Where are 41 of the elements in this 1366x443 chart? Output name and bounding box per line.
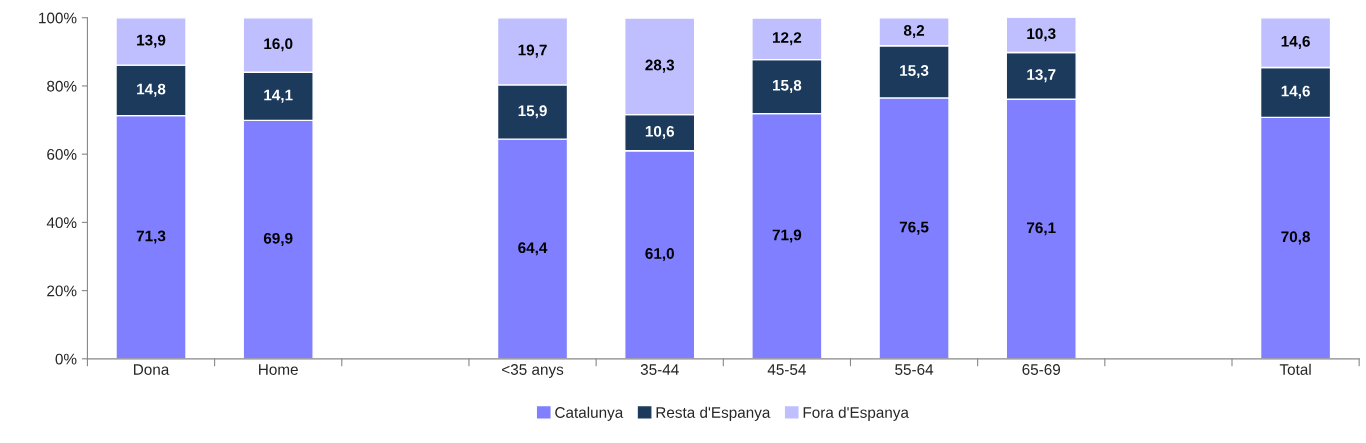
- y-tick-label: 60%: [47, 149, 77, 160]
- x-tick-label: Home: [259, 364, 298, 375]
- y-tick-label: 80%: [47, 80, 77, 92]
- data-label: 69,9: [263, 232, 293, 246]
- data-label: 14,6: [1281, 35, 1310, 49]
- data-label: 13,9: [137, 34, 166, 48]
- data-label: 14,1: [264, 89, 293, 103]
- x-tick-label: 45-54: [767, 364, 806, 375]
- y-tick-label: 0%: [55, 353, 77, 365]
- data-label: 12,2: [772, 32, 802, 46]
- x-tick-label: 35-44: [640, 364, 679, 375]
- data-label: 15,8: [772, 79, 802, 93]
- data-label: 64,4: [518, 242, 548, 256]
- data-label: 76,1: [1027, 222, 1056, 236]
- legend-label: Catalunya: [555, 406, 624, 421]
- x-tick-label: <35 anys: [502, 364, 564, 378]
- data-label: 71,9: [772, 229, 802, 243]
- data-label: 61,0: [645, 248, 674, 262]
- y-tick-label: 40%: [46, 217, 77, 229]
- data-label: 10,3: [1027, 28, 1056, 42]
- data-label: 70,8: [1281, 231, 1310, 245]
- data-label: 13,7: [1027, 69, 1056, 83]
- legend-label: Resta d'Espanya: [656, 406, 771, 421]
- data-label: 76,5: [899, 221, 929, 235]
- data-label: 28,3: [645, 59, 675, 73]
- data-label: 10,6: [645, 125, 675, 139]
- data-label: 71,3: [136, 230, 166, 244]
- data-label: 8,2: [903, 24, 925, 39]
- data-label: 16,0: [264, 38, 293, 52]
- data-label: 15,3: [900, 65, 929, 79]
- data-label: 15,9: [518, 105, 547, 119]
- data-label: 14,8: [137, 83, 166, 97]
- x-tick-label: 65-69: [1022, 364, 1061, 375]
- data-label: 14,6: [1281, 85, 1310, 99]
- y-tick-label: 100%: [39, 12, 77, 24]
- y-tick-label: 20%: [47, 285, 77, 297]
- x-tick-label: 55-64: [895, 364, 934, 375]
- data-label: 19,7: [518, 44, 547, 58]
- x-tick-label: Dona: [134, 364, 170, 375]
- x-tick-label: Total: [1279, 363, 1311, 375]
- legend-label: Fora d'Espanya: [803, 406, 909, 421]
